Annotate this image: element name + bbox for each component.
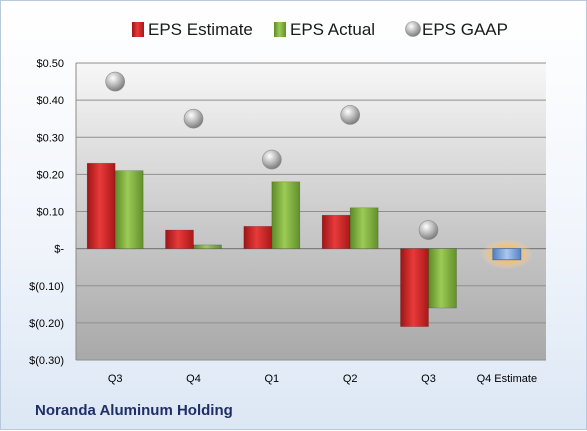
bar-eps-estimate xyxy=(86,162,116,249)
legend-label: EPS Estimate xyxy=(148,20,253,39)
point-eps-gaap xyxy=(183,108,204,129)
x-tick-label: Q3 xyxy=(421,373,436,385)
bar-eps-estimate xyxy=(243,226,273,249)
bar-eps-estimate xyxy=(400,248,429,327)
legend-label: EPS Actual xyxy=(290,20,375,39)
bar-eps-actual xyxy=(114,170,144,249)
y-tick-label: $0.30 xyxy=(36,132,64,144)
bar-eps-actual xyxy=(428,248,457,309)
legend-label: EPS GAAP xyxy=(422,20,508,39)
x-tick-label: Q3 xyxy=(108,373,123,385)
y-tick-label: $- xyxy=(54,244,64,256)
company-name: Noranda Aluminum Holding xyxy=(35,402,233,419)
x-tick-label: Q2 xyxy=(343,373,358,385)
y-tick-label: $0.10 xyxy=(36,207,64,219)
point-eps-gaap xyxy=(105,71,125,92)
point-eps-gaap xyxy=(418,220,439,240)
legend-swatch xyxy=(405,21,421,37)
legend-swatch xyxy=(132,22,144,37)
bar-eps-actual xyxy=(349,207,379,249)
y-tick-label: $(0.10) xyxy=(29,281,64,293)
bar-eps-estimate xyxy=(492,248,522,261)
point-eps-gaap xyxy=(340,105,360,125)
bar-eps-estimate xyxy=(321,214,351,249)
bar-eps-estimate xyxy=(165,229,194,249)
x-tick-label: Q4 xyxy=(186,373,201,385)
x-tick-label: Q4 Estimate xyxy=(477,373,538,385)
point-eps-gaap xyxy=(262,149,282,170)
y-tick-label: $(0.30) xyxy=(29,355,64,367)
bar-eps-actual xyxy=(193,244,222,249)
y-tick-label: $(0.20) xyxy=(29,318,64,330)
y-tick-label: $0.50 xyxy=(36,58,64,70)
legend-swatch xyxy=(274,22,286,37)
y-tick-label: $0.20 xyxy=(36,169,64,181)
x-tick-label: Q1 xyxy=(264,373,279,385)
y-tick-label: $0.40 xyxy=(36,95,64,107)
bar-eps-actual xyxy=(271,181,301,249)
